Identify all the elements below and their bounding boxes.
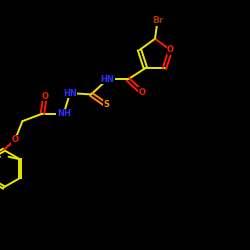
- Text: O: O: [138, 88, 145, 97]
- Text: HN: HN: [100, 75, 114, 84]
- Text: S: S: [103, 100, 109, 110]
- Text: Br: Br: [152, 16, 163, 25]
- Text: O: O: [42, 92, 48, 101]
- Text: O: O: [12, 136, 18, 144]
- Text: O: O: [167, 46, 174, 54]
- Text: NH: NH: [57, 109, 71, 118]
- Text: HN: HN: [63, 89, 77, 98]
